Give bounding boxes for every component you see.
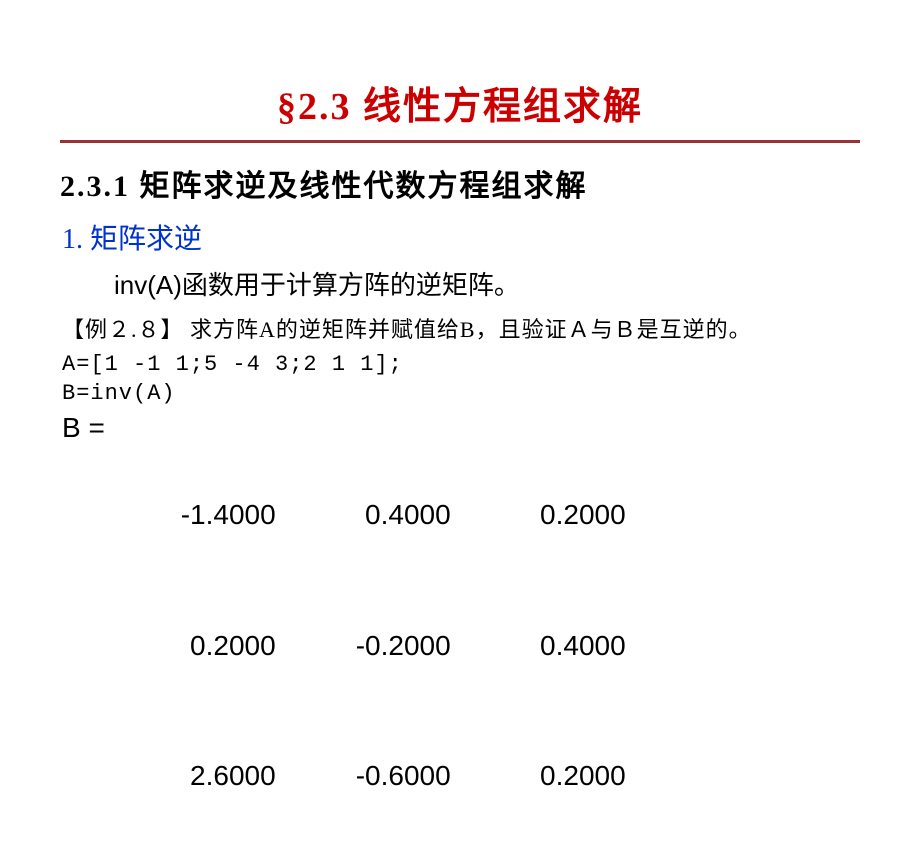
result-matrix: -1.40000.40000.2000 0.2000-0.20000.4000 …: [60, 450, 860, 841]
main-title: §2.3 线性方程组求解: [60, 75, 860, 130]
section-heading: 2.3.1 矩阵求逆及线性代数方程组求解: [60, 161, 860, 205]
matrix-cell: -0.2000: [316, 624, 491, 667]
body-text: inv(A)函数用于计算方阵的逆矩阵。: [60, 265, 860, 302]
matrix-cell: 2.6000: [141, 754, 316, 797]
matrix-cell: 0.2000: [491, 754, 666, 797]
matrix-cell: 0.4000: [316, 493, 491, 536]
matrix-cell: 0.2000: [141, 624, 316, 667]
matrix-row: -1.40000.40000.2000: [94, 450, 860, 580]
slide: §2.3 线性方程组求解 2.3.1 矩阵求逆及线性代数方程组求解 1. 矩阵求…: [0, 0, 920, 690]
matrix-row: 2.6000-0.60000.2000: [94, 710, 860, 840]
matrix-cell: 0.4000: [491, 624, 666, 667]
matrix-row: 0.2000-0.20000.4000: [94, 580, 860, 710]
function-name: inv(A): [114, 270, 182, 300]
code-line-1: A=[1 -1 1;5 -4 3;2 1 1];: [60, 352, 860, 377]
matrix-cell: -1.4000: [141, 493, 316, 536]
code-line-2: B=inv(A): [60, 381, 860, 406]
example-label: 【例２.８】 求方阵A的逆矩阵并赋值给B，且验证Ａ与Ｂ是互逆的。: [60, 312, 860, 344]
body-rest: 函数用于计算方阵的逆矩阵。: [182, 271, 520, 300]
subsection-heading: 1. 矩阵求逆: [60, 217, 860, 257]
title-divider: [60, 140, 860, 143]
matrix-cell: -0.6000: [316, 754, 491, 797]
result-label: B =: [60, 412, 860, 444]
matrix-cell: 0.2000: [491, 493, 666, 536]
